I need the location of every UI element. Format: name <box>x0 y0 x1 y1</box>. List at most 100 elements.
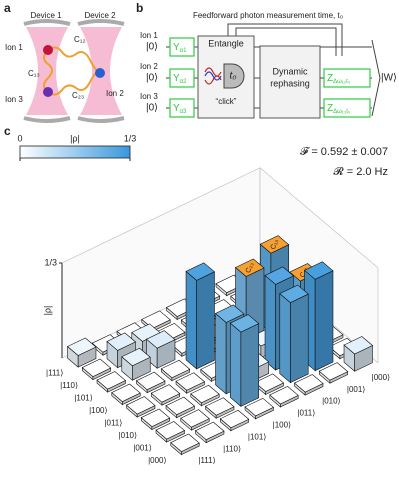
photon-link <box>47 70 101 96</box>
photon-link <box>43 49 53 93</box>
bar <box>125 396 156 418</box>
col-label: |101⟩ <box>248 432 267 441</box>
circuit-title: Feedforward photon measurement time, t₀ <box>193 11 343 20</box>
photon-link <box>47 46 101 73</box>
bar-face <box>279 292 291 384</box>
bar-top <box>125 396 156 415</box>
bar <box>175 372 206 394</box>
bar-face <box>290 293 309 384</box>
colorbar-tick-label: 1/3 <box>124 133 137 143</box>
row-label: |100⟩ <box>89 406 108 415</box>
wire-labels: Ion 1|0⟩Ion 2|0⟩Ion 3|0⟩Yα1Yα2Yα3ZΔω₁₂t₀… <box>140 31 371 118</box>
row-label: |111⟩ <box>46 368 63 377</box>
feedforward <box>235 27 337 56</box>
bar <box>279 284 309 384</box>
bar-top <box>135 371 166 391</box>
gate-sub: Δω₁₂t₀ <box>333 79 351 85</box>
bar <box>343 336 374 372</box>
device-label: Device 1 <box>30 11 62 20</box>
gate-label: ZΔω₁₃t₀ <box>327 103 351 115</box>
bar <box>111 383 141 406</box>
bar-top <box>343 336 374 355</box>
bar-top <box>279 284 309 303</box>
bar <box>180 409 210 431</box>
col-label: |010⟩ <box>322 397 341 406</box>
bar-top <box>81 358 112 377</box>
bar-face <box>185 270 197 370</box>
bar <box>66 337 97 368</box>
panel-label: b <box>136 1 143 15</box>
ion-label: Ion 3 <box>5 95 23 104</box>
gate-symbol: Z <box>327 103 333 114</box>
fidelity: 𝓕 = 0.592 ± 0.007 <box>300 146 388 158</box>
bar-face <box>215 312 227 395</box>
z-tick-label: 1/3 <box>44 257 57 267</box>
gate-sub: α1 <box>180 48 187 54</box>
col-label: |111⟩ <box>198 456 215 465</box>
row-label: |010⟩ <box>119 431 138 440</box>
col-label: |000⟩ <box>372 373 391 382</box>
input-state: |0⟩ <box>146 73 158 84</box>
bar-top <box>170 433 200 452</box>
gate-box <box>323 68 371 88</box>
coupling-label: C₂₃ <box>72 91 84 100</box>
bar <box>165 396 196 419</box>
bar <box>160 359 191 382</box>
rate: 𝓡 = 2.0 Hz <box>333 165 388 178</box>
gate-box <box>169 98 195 118</box>
bar <box>229 314 260 408</box>
col-label: |110⟩ <box>223 444 241 453</box>
coupling-label: C₁₃ <box>28 69 40 78</box>
gate-label: Yα3 <box>173 103 187 115</box>
ion-label: Ion 2 <box>106 89 124 98</box>
bar <box>185 262 216 370</box>
trap-cap <box>23 19 71 26</box>
ion-label: Ion 1 <box>5 43 23 52</box>
panel-label: c <box>4 124 11 138</box>
trap-cap <box>23 116 71 123</box>
gate-sub: α3 <box>180 109 187 115</box>
ion <box>43 87 53 97</box>
bar-top <box>293 374 324 393</box>
bar-top <box>96 371 127 390</box>
gate-symbol: Y <box>173 42 180 53</box>
bar-face <box>314 270 334 372</box>
bar-top <box>106 332 137 351</box>
bar-label: C₂₃ <box>245 262 255 275</box>
bar-top <box>111 383 141 402</box>
bar <box>190 384 220 407</box>
bar-top <box>150 384 181 403</box>
ion-label: Ion 3 <box>140 92 158 101</box>
row-label: |101⟩ <box>74 393 93 402</box>
gate-label: Yα1 <box>173 42 187 54</box>
row-label: |110⟩ <box>60 381 78 390</box>
row-label: |011⟩ <box>104 418 122 427</box>
bar-top <box>219 409 250 429</box>
bar-top <box>175 372 206 391</box>
t0-label: t₀ <box>230 71 237 82</box>
bar <box>244 397 275 420</box>
photon <box>204 67 222 85</box>
bar-top <box>234 258 265 277</box>
coupling-label: C₁₂ <box>74 35 86 44</box>
ion <box>95 68 105 78</box>
bar <box>150 384 181 406</box>
bar-top <box>121 347 151 367</box>
gate-label: Yα2 <box>173 73 187 85</box>
bar-top <box>269 386 299 405</box>
gate-symbol: Y <box>173 103 180 114</box>
gate-symbol: Y <box>173 73 180 84</box>
bar-top <box>165 396 196 416</box>
colorbar <box>19 145 131 159</box>
device-label: Device 2 <box>84 11 116 20</box>
bar <box>135 371 166 394</box>
gate-box <box>169 68 195 88</box>
gate-box <box>169 37 195 57</box>
bar-top <box>185 262 216 281</box>
ion <box>43 45 53 55</box>
panel-label: a <box>4 1 11 15</box>
gate-label: ZΔω₁₂t₀ <box>327 73 351 85</box>
bar-top <box>160 359 191 379</box>
input-state: |0⟩ <box>146 103 158 114</box>
